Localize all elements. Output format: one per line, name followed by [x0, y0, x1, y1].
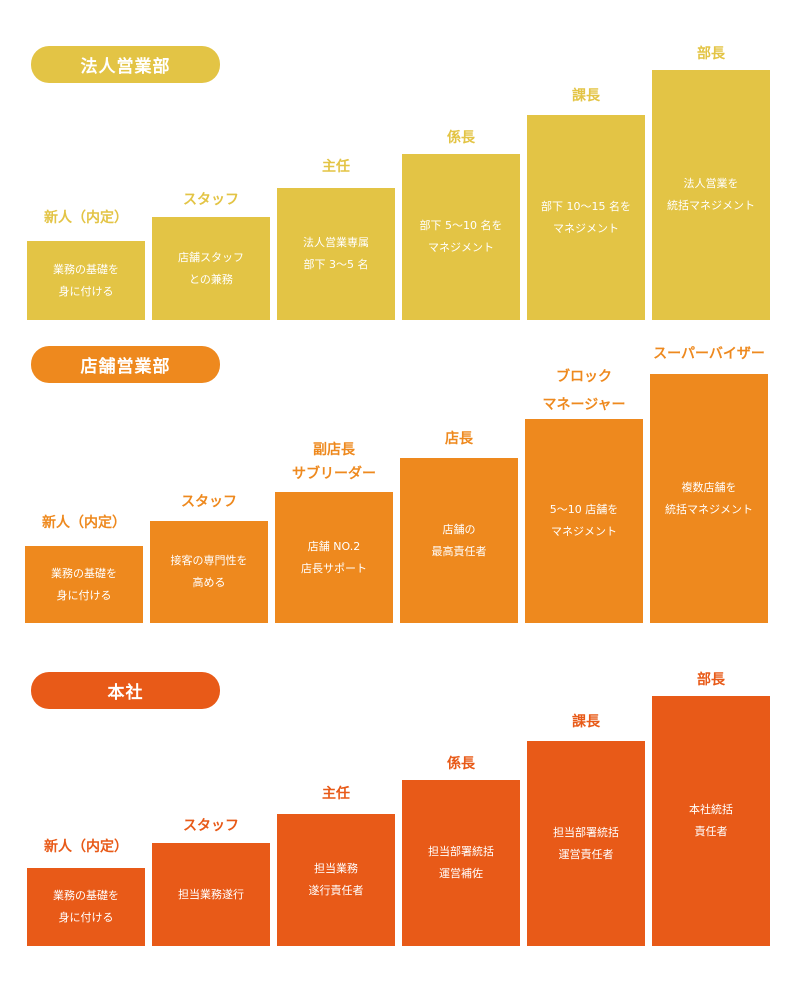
step-title: 主任 — [322, 786, 350, 802]
step-kachou: 課長 担当部署統括 運営責任者 — [527, 710, 645, 946]
step-box: 法人営業を 統括マネジメント — [652, 70, 770, 320]
step-tenchou: 店長 店舗の 最高責任者 — [400, 427, 518, 623]
step-buchou: 部長 本社統括 責任者 — [652, 668, 770, 946]
step-box: 業務の基礎を 身に付ける — [27, 241, 145, 320]
section-label: 店舗営業部 — [31, 346, 220, 383]
step-title: 新人（内定） — [44, 839, 128, 855]
step-box: 部下 10～15 名を マネジメント — [527, 115, 645, 320]
step-title: 係長 — [447, 756, 475, 772]
step-title: スタッフ — [183, 192, 239, 208]
step-desc: 店舗スタッフ との兼務 — [178, 250, 244, 286]
step-title: スタッフ — [181, 494, 237, 510]
step-box: 接客の専門性を 高める — [150, 521, 268, 623]
step-shunin: 主任 担当業務 遂行責任者 — [277, 782, 395, 946]
step-kakarichou: 係長 担当部署統括 運営補佐 — [402, 752, 520, 946]
step-title: 副店長 サブリーダー — [292, 442, 376, 482]
step-desc: 本社統括 責任者 — [689, 803, 733, 838]
step-box: 店舗 NO.2 店長サポート — [275, 492, 393, 623]
step-desc: 部下 5～10 名を マネジメント — [419, 219, 503, 254]
step-buchou: 部長 法人営業を 統括マネジメント — [652, 42, 770, 320]
step-title: 新人（内定） — [42, 515, 126, 531]
step-staff: スタッフ 店舗スタッフ との兼務 — [152, 188, 270, 320]
step-box: 担当部署統括 運営補佐 — [402, 780, 520, 946]
step-title: スタッフ — [183, 818, 239, 834]
step-box: 担当業務 遂行責任者 — [277, 814, 395, 946]
step-desc: 業務の基礎を 身に付ける — [53, 889, 119, 924]
step-title: ブロック マネージャー — [542, 369, 626, 413]
step-staff: スタッフ 接客の専門性を 高める — [150, 490, 268, 623]
step-title: スーパーバイザー — [653, 346, 765, 362]
step-title: 係長 — [447, 130, 475, 146]
step-desc: 担当業務 遂行責任者 — [308, 862, 364, 897]
step-title: 主任 — [322, 159, 350, 175]
step-kakarichou: 係長 部下 5～10 名を マネジメント — [402, 126, 520, 320]
step-desc: 業務の基礎を 身に付ける — [51, 566, 117, 602]
step-title: 課長 — [572, 714, 600, 730]
step-desc: 複数店舗を 統括マネジメント — [665, 480, 753, 516]
step-desc: 接客の専門性を 高める — [170, 554, 248, 589]
step-box: 業務の基礎を 身に付ける — [27, 868, 145, 946]
step-kachou: 課長 部下 10～15 名を マネジメント — [527, 84, 645, 320]
step-desc: 担当部署統括 運営補佐 — [428, 845, 494, 880]
step-new-hire: 新人（内定） 業務の基礎を 身に付ける — [27, 206, 145, 320]
step-box: 本社統括 責任者 — [652, 696, 770, 946]
step-shunin: 主任 法人営業専属 部下 3～5 名 — [277, 155, 395, 320]
step-title: 部長 — [697, 672, 725, 688]
step-desc: 5～10 店舗を マネジメント — [549, 503, 619, 538]
step-desc: 店舗の 最高責任者 — [431, 522, 487, 558]
step-box: 店舗の 最高責任者 — [400, 458, 518, 623]
step-new-hire: 新人（内定） 業務の基礎を 身に付ける — [25, 511, 143, 623]
step-title: 店長 — [445, 431, 473, 447]
section-label: 本社 — [31, 672, 220, 709]
step-box: 部下 5～10 名を マネジメント — [402, 154, 520, 320]
step-box: 法人営業専属 部下 3～5 名 — [277, 188, 395, 320]
step-title: 課長 — [572, 88, 600, 104]
step-supervisor: スーパーバイザー 複数店舗を 統括マネジメント — [650, 342, 768, 623]
step-box: 店舗スタッフ との兼務 — [152, 217, 270, 320]
step-desc: 法人営業専属 部下 3～5 名 — [303, 236, 369, 271]
step-desc: 担当業務遂行 — [178, 887, 244, 901]
step-title: 新人（内定） — [44, 210, 128, 226]
step-desc: 担当部署統括 運営責任者 — [553, 825, 619, 861]
step-box: 複数店舗を 統括マネジメント — [650, 374, 768, 623]
step-desc: 店舗 NO.2 店長サポート — [301, 539, 367, 575]
step-staff: スタッフ 担当業務遂行 — [152, 814, 270, 946]
step-block-manager: ブロック マネージャー 5～10 店舗を マネジメント — [525, 363, 643, 623]
section-label: 法人営業部 — [31, 46, 220, 83]
step-desc: 部下 10～15 名を マネジメント — [541, 199, 631, 235]
step-box: 担当部署統括 運営責任者 — [527, 741, 645, 946]
step-desc: 業務の基礎を 身に付ける — [53, 262, 119, 298]
step-title: 部長 — [697, 46, 725, 62]
step-box: 担当業務遂行 — [152, 843, 270, 946]
step-fukutenchou: 副店長 サブリーダー 店舗 NO.2 店長サポート — [275, 438, 393, 623]
step-desc: 法人営業を 統括マネジメント — [667, 177, 755, 212]
step-new-hire: 新人（内定） 業務の基礎を 身に付ける — [27, 835, 145, 946]
step-box: 5～10 店舗を マネジメント — [525, 419, 643, 623]
step-box: 業務の基礎を 身に付ける — [25, 546, 143, 623]
